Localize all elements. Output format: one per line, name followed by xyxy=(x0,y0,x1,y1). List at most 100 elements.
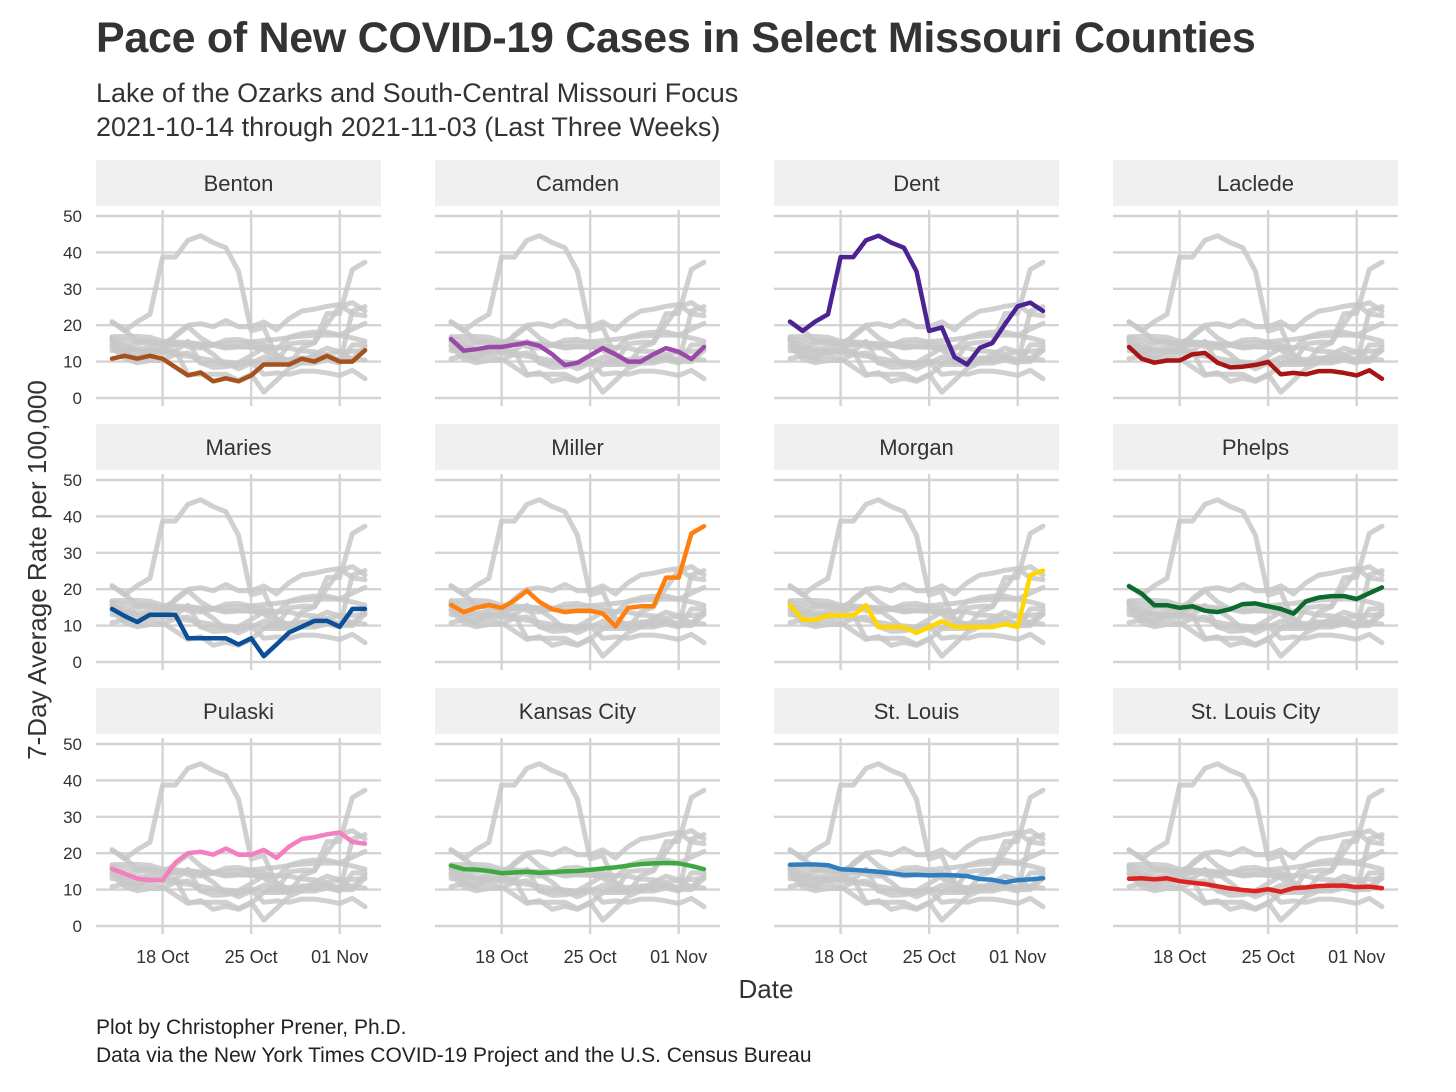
facet-strip-label: Dent xyxy=(893,171,939,196)
facet-strip xyxy=(96,688,381,734)
series-line-benton xyxy=(109,348,368,384)
y-tick-label: 10 xyxy=(63,617,82,636)
background-series-line xyxy=(109,598,368,621)
y-tick-label: 50 xyxy=(63,207,82,226)
y-tick-label: 10 xyxy=(63,881,82,900)
background-series-line xyxy=(448,611,707,631)
background-series-line xyxy=(448,875,707,895)
background-series-line xyxy=(109,862,368,885)
facet-chart: Benton 0 10 20 30 40 50 Camden Dent Laclede Maries… xyxy=(22,160,1398,1004)
facet-strip-label: St. Louis City xyxy=(1191,699,1321,724)
background-series-line xyxy=(787,596,1046,612)
x-tick-label: 01 Nov xyxy=(1328,947,1385,967)
y-tick-label: 0 xyxy=(73,389,82,408)
facet-panel-laclede: Laclede xyxy=(1113,160,1398,406)
background-series-line xyxy=(109,332,368,348)
facet-strip xyxy=(1113,160,1398,206)
facet-strip-label: Kansas City xyxy=(519,699,636,724)
background-series-line xyxy=(1126,332,1385,348)
facet-strip xyxy=(774,688,1059,734)
facet-strip xyxy=(435,688,720,734)
series-line-dent xyxy=(787,233,1046,367)
facet-panel-morgan: Morgan xyxy=(774,424,1059,670)
facet-strip-label: Morgan xyxy=(879,435,954,460)
facet-strip xyxy=(96,160,381,206)
series-line-phelps xyxy=(1126,584,1385,616)
facet-strip-label: Miller xyxy=(551,435,604,460)
background-series-line xyxy=(1126,862,1385,885)
y-tick-label: 40 xyxy=(63,243,82,262)
background-series-line xyxy=(1126,334,1385,357)
x-tick-label: 25 Oct xyxy=(903,947,956,967)
background-series-line xyxy=(109,334,368,357)
y-tick-label: 0 xyxy=(73,917,82,936)
x-tick-label: 18 Oct xyxy=(136,947,189,967)
x-tick-label: 18 Oct xyxy=(814,947,867,967)
x-tick-label: 01 Nov xyxy=(989,947,1046,967)
facet-strip-label: Camden xyxy=(536,171,619,196)
series-line-maries xyxy=(109,606,368,659)
series-line-st-louis-city xyxy=(1126,876,1385,895)
x-tick-label: 18 Oct xyxy=(475,947,528,967)
facet-panel-st-louis-city: St. Louis City xyxy=(1113,688,1398,934)
y-tick-label: 20 xyxy=(63,844,82,863)
x-tick-label: 18 Oct xyxy=(1153,947,1206,967)
facet-strip xyxy=(435,160,720,206)
background-series-line xyxy=(787,332,1046,348)
chart-title: Pace of New COVID-19 Cases in Select Mis… xyxy=(96,14,1256,62)
x-tick-label: 25 Oct xyxy=(564,947,617,967)
facet-strip-label: Pulaski xyxy=(203,699,274,724)
facet-strip-label: St. Louis xyxy=(874,699,960,724)
facet-strip xyxy=(774,424,1059,470)
background-series-line xyxy=(448,862,707,885)
series-line-pulaski xyxy=(109,830,368,883)
background-series-line xyxy=(1126,598,1385,621)
background-series-line xyxy=(787,347,1046,367)
y-tick-label: 10 xyxy=(63,353,82,372)
y-tick-label: 30 xyxy=(63,280,82,299)
caption-author: Plot by Christopher Prener, Ph.D. xyxy=(96,1016,407,1039)
facet-panel-benton: Benton xyxy=(96,160,381,406)
background-series-line xyxy=(448,334,707,357)
caption-source: Data via the New York Times COVID-19 Pro… xyxy=(96,1044,812,1067)
y-tick-label: 20 xyxy=(63,316,82,335)
facet-panel-maries: Maries xyxy=(96,424,381,670)
facet-panel-phelps: Phelps xyxy=(1113,424,1398,670)
series-line-st-louis xyxy=(787,862,1046,885)
background-series-line xyxy=(1126,860,1385,876)
series-line-camden xyxy=(448,336,707,368)
y-tick-label: 0 xyxy=(73,653,82,672)
facet-strip-label: Phelps xyxy=(1222,435,1289,460)
background-series-line xyxy=(787,334,1046,357)
facet-strip-label: Benton xyxy=(204,171,274,196)
y-tick-label: 40 xyxy=(63,771,82,790)
chart-subtitle-line2: 2021-10-14 through 2021-11-03 (Last Thre… xyxy=(96,112,721,142)
x-tick-label: 01 Nov xyxy=(650,947,707,967)
facet-strip xyxy=(1113,424,1398,470)
background-series-line xyxy=(787,598,1046,621)
y-axis-title: 7-Day Average Rate per 100,000 xyxy=(22,380,52,760)
y-tick-label: 20 xyxy=(63,580,82,599)
series-line-kansas-city xyxy=(448,860,707,876)
y-tick-label: 50 xyxy=(63,735,82,754)
facet-panel-miller: Miller xyxy=(435,424,720,670)
background-series-line xyxy=(787,860,1046,876)
background-series-line xyxy=(787,875,1046,895)
series-line-laclede xyxy=(1126,344,1385,381)
facet-strip-label: Maries xyxy=(205,435,271,460)
background-series-line xyxy=(1126,611,1385,631)
x-tick-label: 25 Oct xyxy=(225,947,278,967)
chart-subtitle-line1: Lake of the Ozarks and South-Central Mis… xyxy=(96,78,739,108)
facet-strip xyxy=(96,424,381,470)
facet-strip xyxy=(435,424,720,470)
y-tick-label: 30 xyxy=(63,544,82,563)
y-tick-label: 50 xyxy=(63,471,82,490)
facet-panel-camden: Camden xyxy=(435,160,720,406)
y-tick-label: 30 xyxy=(63,808,82,827)
facet-strip xyxy=(1113,688,1398,734)
x-axis-title: Date xyxy=(739,974,794,1004)
facet-panel-kansas-city: Kansas City xyxy=(435,688,720,934)
y-tick-label: 40 xyxy=(63,507,82,526)
facet-strip-label: Laclede xyxy=(1217,171,1294,196)
series-line-morgan xyxy=(787,568,1046,636)
